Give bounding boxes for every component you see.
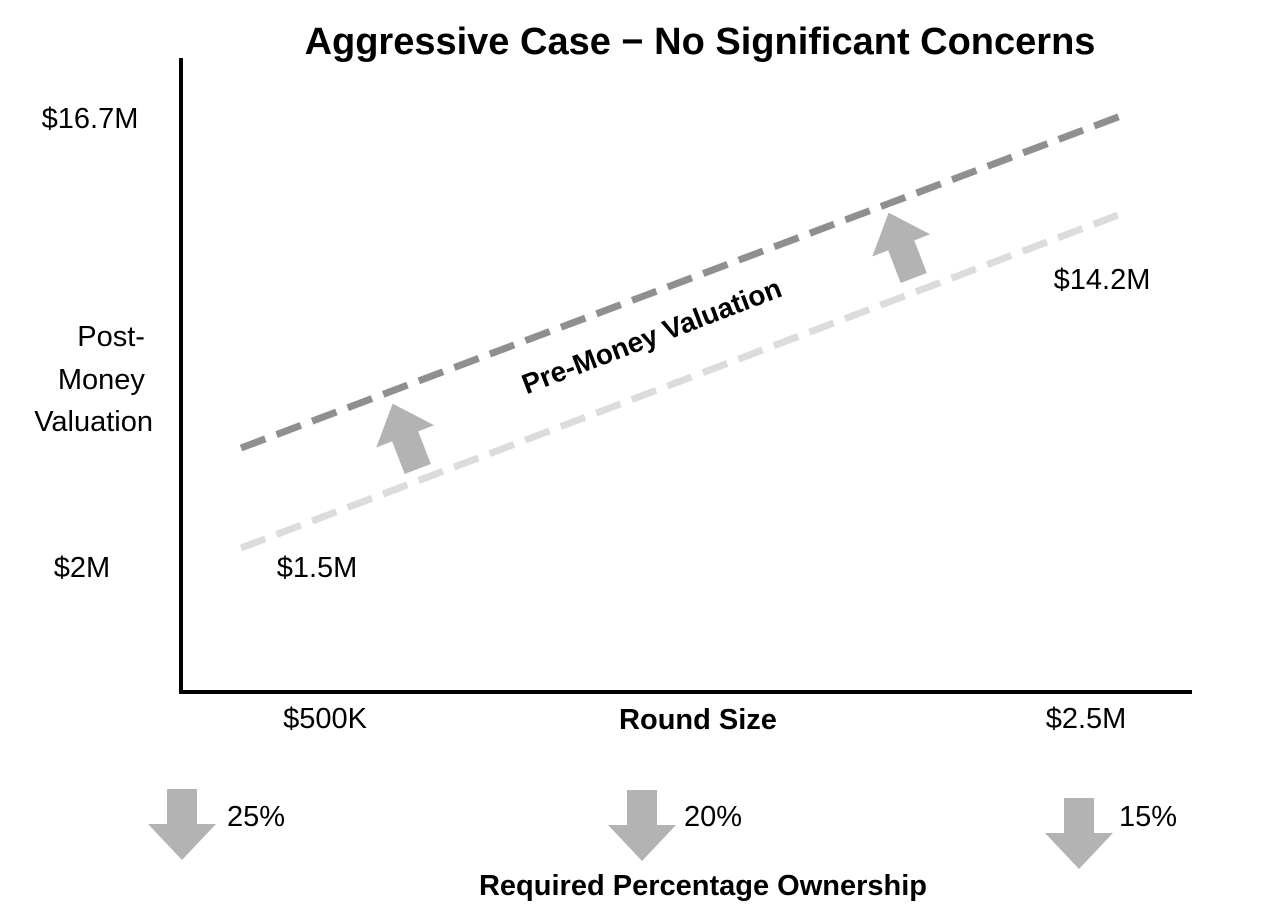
y-tick-bottom: $2M (54, 552, 110, 584)
x-tick-left: $500K (283, 703, 368, 735)
pre-money-start-value: $1.5M (277, 552, 358, 584)
chart-title: Aggressive Case − No Significant Concern… (305, 21, 1096, 63)
pre-money-line (239, 208, 1128, 552)
ownership-label: Required Percentage Ownership (479, 870, 927, 902)
y-axis-label-line-2: Money (58, 364, 146, 396)
down-arrow-icon (608, 790, 676, 861)
y-axis-label-line-1: Post- (77, 321, 145, 353)
y-tick-top: $16.7M (42, 103, 139, 135)
pre-money-end-value: $14.2M (1054, 264, 1151, 296)
up-arrow-icon (872, 212, 931, 284)
ownership-value-2: 20% (684, 801, 742, 833)
ownership-value-1: 25% (227, 801, 285, 833)
down-arrow-icon (1045, 798, 1113, 869)
x-tick-right: $2.5M (1046, 703, 1127, 735)
down-arrow-icon (148, 789, 216, 860)
post-money-line (239, 110, 1128, 452)
y-axis-label-line-3: Valuation (34, 406, 153, 438)
ownership-value-3: 15% (1119, 801, 1177, 833)
x-axis-label: Round Size (619, 704, 777, 736)
y-axis-label: Post- Money Valuation (34, 321, 153, 438)
up-arrow-icon (376, 403, 435, 475)
